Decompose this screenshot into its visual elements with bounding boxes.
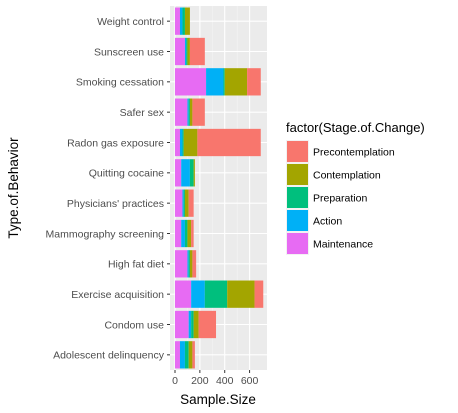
bar-physicians-practices-maintenance	[175, 189, 183, 217]
bar-safer-sex-preparation	[188, 98, 190, 126]
bar-physicians-practices-precontemplation	[188, 189, 194, 217]
bar-sunscreen-use-maintenance	[175, 37, 185, 66]
legend-label-preparation: Preparation	[313, 193, 367, 205]
bar-exercise-acquisition-contemplation	[227, 280, 255, 308]
bar-radon-gas-exposure-maintenance	[175, 128, 180, 157]
bar-exercise-acquisition-precontemplation	[254, 280, 264, 308]
bar-radon-gas-exposure-contemplation	[183, 128, 198, 157]
x-axis-title: Sample.Size	[180, 392, 256, 407]
bar-mammography-screening-action	[181, 219, 185, 248]
bar-sunscreen-use-contemplation	[187, 37, 190, 66]
y-tick-label: Smoking cessation	[76, 77, 164, 89]
bar-high-fat-diet-maintenance	[175, 250, 188, 278]
bar-smoking-cessation-action	[206, 68, 224, 96]
bar-safer-sex-action	[187, 98, 189, 126]
bar-condom-use-precontemplation	[198, 310, 217, 339]
bar-safer-sex-contemplation	[189, 98, 193, 126]
y-tick-label: Radon gas exposure	[67, 137, 164, 149]
bar-weight-control-contemplation	[184, 7, 190, 35]
legend-label-contemplation: Contemplation	[313, 170, 381, 182]
plot-panel	[170, 6, 267, 370]
legend-swatch-contemplation	[287, 164, 308, 185]
bar-condom-use-preparation	[191, 310, 194, 339]
bar-mammography-screening-contemplation	[187, 219, 192, 248]
bar-radon-gas-exposure-precontemplation	[197, 128, 261, 157]
x-tick-label: 600	[241, 375, 259, 387]
bar-adolescent-delinquency-maintenance	[175, 341, 180, 369]
bar-exercise-acquisition-maintenance	[175, 280, 192, 308]
legend-label-maintenance: Maintenance	[313, 239, 373, 251]
y-tick-label: Condom use	[104, 319, 164, 331]
bars	[175, 7, 264, 369]
bar-adolescent-delinquency-precontemplation	[192, 341, 195, 369]
legend-label-action: Action	[313, 216, 342, 228]
bar-exercise-acquisition-preparation	[204, 280, 228, 308]
y-tick-label: Exercise acquisition	[71, 289, 164, 301]
bar-condom-use-maintenance	[175, 310, 189, 339]
bar-radon-gas-exposure-preparation	[182, 128, 184, 157]
bar-physicians-practices-contemplation	[184, 189, 189, 217]
y-tick-label: Safer sex	[120, 107, 165, 119]
bar-smoking-cessation-contemplation	[224, 68, 248, 96]
bar-mammography-screening-maintenance	[175, 219, 182, 248]
bar-smoking-cessation-maintenance	[175, 68, 207, 96]
x-tick-label: 400	[216, 375, 234, 387]
bar-quitting-cocaine-contemplation	[193, 159, 195, 187]
legend-swatch-precontemplation	[287, 141, 308, 162]
bar-sunscreen-use-preparation	[186, 37, 188, 66]
bar-mammography-screening-preparation	[184, 219, 188, 248]
y-tick-label: Adolescent delinquency	[53, 350, 165, 362]
bar-safer-sex-precontemplation	[192, 98, 205, 126]
bar-adolescent-delinquency-action	[179, 341, 185, 369]
bar-mammography-screening-precontemplation	[191, 219, 194, 248]
bar-quitting-cocaine-maintenance	[175, 159, 182, 187]
y-tick-label: Sunscreen use	[94, 46, 164, 58]
bar-high-fat-diet-action	[187, 250, 189, 278]
y-tick-label: High fat diet	[108, 259, 164, 271]
legend-swatch-action	[287, 210, 308, 231]
y-tick-label: Quitting cocaine	[89, 168, 164, 180]
bar-sunscreen-use-precontemplation	[189, 37, 205, 66]
bar-sunscreen-use-action	[184, 37, 187, 66]
legend-swatch-maintenance	[287, 233, 308, 254]
x-tick-label: 200	[191, 375, 209, 387]
bar-adolescent-delinquency-contemplation	[188, 341, 193, 369]
legend-label-precontemplation: Precontemplation	[313, 147, 395, 159]
bar-high-fat-diet-preparation	[188, 250, 190, 278]
y-axis-ticks: Adolescent delinquency Condom use Exercise…	[46, 16, 170, 362]
legend-swatch-preparation	[287, 187, 308, 208]
bar-physicians-practices-action	[182, 189, 184, 217]
bar-condom-use-contemplation	[193, 310, 199, 339]
bar-quitting-cocaine-preparation	[189, 159, 194, 187]
bar-smoking-cessation-precontemplation	[247, 68, 261, 96]
x-tick-label: 0	[172, 375, 178, 387]
bar-physicians-practices-preparation	[183, 189, 185, 217]
legend-title: factor(Stage.of.Change)	[286, 120, 425, 135]
bar-smoking-cessation-preparation	[223, 68, 225, 96]
bar-safer-sex-maintenance	[175, 98, 188, 126]
bar-adolescent-delinquency-preparation	[184, 341, 189, 369]
bar-radon-gas-exposure-action	[179, 128, 183, 157]
y-axis-title: Type.of.Behavior	[6, 137, 21, 239]
bar-weight-control-preparation	[182, 7, 185, 35]
legend: factor(Stage.of.Change) Precontemplation…	[286, 120, 425, 255]
bar-weight-control-action	[179, 7, 183, 35]
bar-quitting-cocaine-action	[181, 159, 190, 187]
bar-weight-control-maintenance	[175, 7, 180, 35]
x-axis-ticks: 0 200 400 600	[172, 370, 258, 387]
y-tick-label: Physicians' practices	[67, 198, 164, 210]
bar-condom-use-action	[188, 310, 192, 339]
y-tick-label: Mammography screening	[46, 228, 165, 240]
bar-high-fat-diet-precontemplation	[192, 250, 197, 278]
y-tick-label: Weight control	[97, 16, 164, 28]
bar-high-fat-diet-contemplation	[189, 250, 193, 278]
bar-exercise-acquisition-action	[191, 280, 205, 308]
